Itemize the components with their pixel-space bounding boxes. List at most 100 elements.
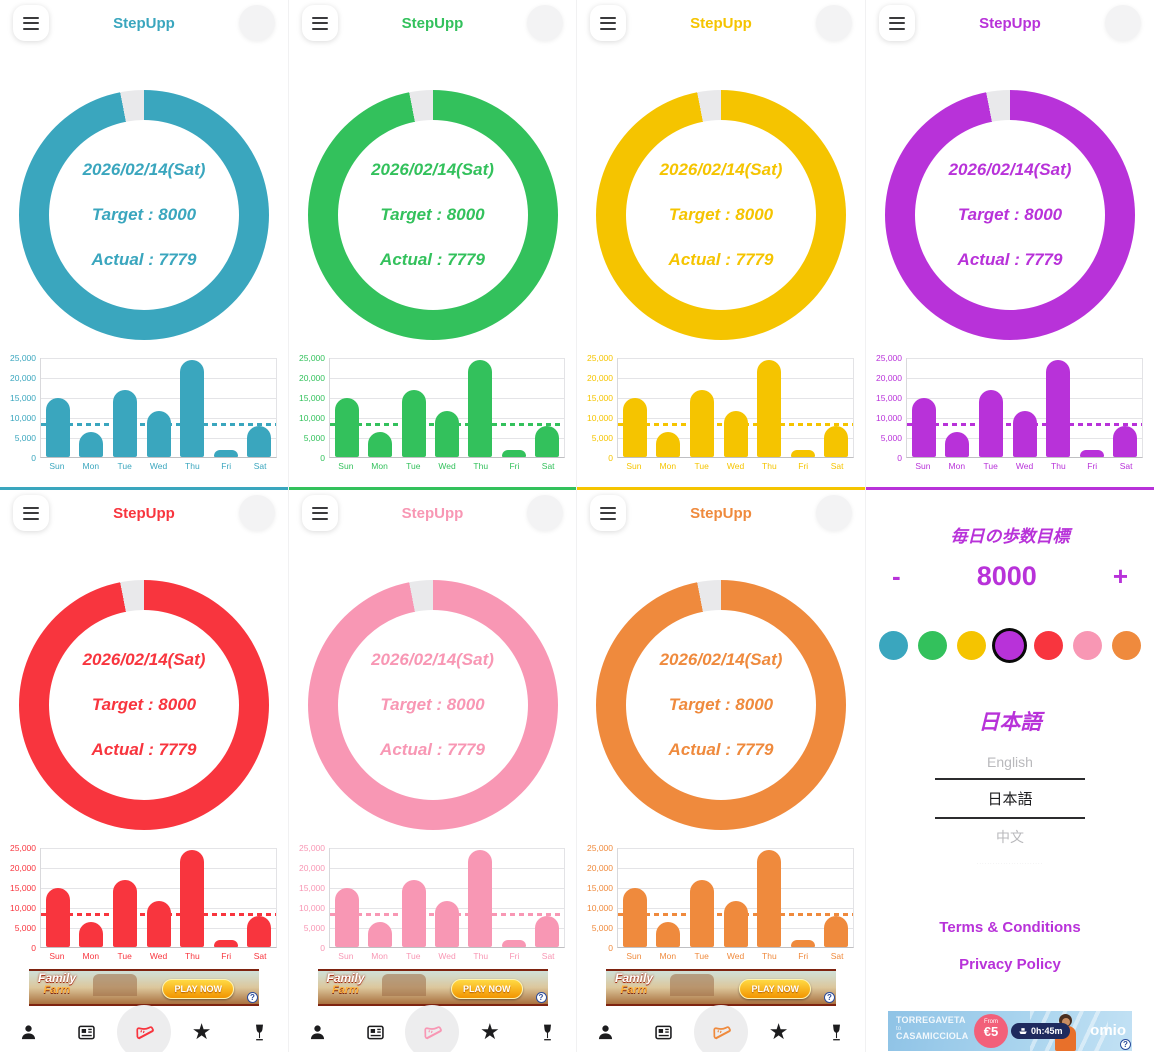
profile-button[interactable] — [815, 495, 852, 531]
language-option-japanese-selected[interactable]: 日本語 — [987, 791, 1033, 808]
bar-fri — [501, 940, 526, 947]
terms-link[interactable]: Terms & Conditions — [939, 919, 1081, 936]
y-tick: 5,000 — [880, 433, 902, 443]
app-header: StepUpp — [0, 0, 288, 46]
x-axis-labels: Sun Mon Tue Wed Thu Fri Sat — [40, 951, 277, 961]
profile-button[interactable] — [238, 495, 275, 531]
increase-goal-button[interactable]: + — [1112, 561, 1128, 591]
color-swatch-orange[interactable] — [1111, 631, 1141, 660]
privacy-link[interactable]: Privacy Policy — [959, 956, 1061, 973]
y-tick: 25,000 — [299, 353, 325, 363]
tab-news[interactable] — [355, 1012, 395, 1052]
tab-drinks[interactable] — [239, 1012, 279, 1052]
x-label: Sun — [626, 461, 642, 471]
ad-info-icon[interactable]: ? — [1120, 1039, 1131, 1050]
picker-divider — [935, 817, 1085, 819]
hamburger-menu-button[interactable] — [302, 495, 338, 531]
tab-news[interactable] — [66, 1012, 106, 1052]
bar-mon — [368, 432, 393, 457]
hamburger-menu-button[interactable] — [879, 5, 915, 41]
hamburger-menu-button[interactable] — [590, 495, 626, 531]
family-farm-ad-banner[interactable]: Family Farm Adventure PLAY NOW ? — [606, 969, 836, 1006]
y-tick: 25,000 — [10, 353, 36, 363]
ad-info-icon[interactable]: ? — [535, 992, 547, 1003]
tab-drinks[interactable] — [527, 1012, 567, 1052]
star-icon: ★ — [479, 1019, 500, 1044]
bar-fri — [501, 450, 526, 457]
color-swatch-green[interactable] — [917, 631, 947, 660]
y-tick: 20,000 — [587, 373, 613, 383]
x-axis-labels: Sun Mon Tue Wed Thu Fri Sat — [617, 951, 854, 961]
decrease-goal-button[interactable]: - — [892, 561, 901, 591]
weekly-steps-bar-chart: 25,000 20,000 15,000 10,000 5,000 0 Sun Mon Tue… — [872, 353, 1146, 476]
tab-profile[interactable] — [9, 1012, 49, 1052]
x-axis-labels: Sun Mon Tue Wed Thu Fri Sat — [329, 461, 565, 471]
hamburger-icon — [23, 506, 39, 509]
phone-panel-teal: StepUpp 2026/02/14(Sat) Target : 8000 Ac… — [0, 0, 288, 490]
color-swatch-red[interactable] — [1034, 631, 1064, 660]
profile-button[interactable] — [815, 5, 852, 41]
bar-sun — [622, 888, 647, 947]
tab-steps-active[interactable] — [693, 1005, 748, 1052]
x-label: Mon — [82, 951, 100, 961]
hamburger-menu-button[interactable] — [13, 495, 49, 531]
app-title: StepUpp — [690, 14, 752, 32]
x-label: Fri — [798, 461, 809, 471]
family-farm-ad-banner[interactable]: Family Farm Adventure PLAY NOW ? — [317, 969, 548, 1006]
tab-favorites[interactable]: ★ — [470, 1012, 510, 1052]
color-swatch-teal[interactable] — [879, 631, 908, 660]
hamburger-icon — [600, 16, 616, 19]
ad-info-icon[interactable]: ? — [824, 992, 835, 1003]
profile-button[interactable] — [526, 495, 563, 531]
tab-favorites[interactable]: ★ — [759, 1012, 799, 1052]
color-swatch-yellow[interactable] — [956, 631, 986, 660]
y-tick: 25,000 — [876, 353, 902, 363]
tab-steps-active[interactable] — [116, 1005, 171, 1052]
hamburger-menu-button[interactable] — [13, 5, 49, 41]
bottom-tab-bar: ★ — [289, 1005, 576, 1052]
x-axis-labels: Sun Mon Tue Wed Thu Fri Sat — [329, 951, 565, 961]
bar-fri — [790, 940, 815, 947]
x-label: Wed — [726, 461, 745, 471]
date-label: 2026/02/14(Sat) — [948, 160, 1072, 179]
bar-sat — [824, 426, 849, 457]
profile-button[interactable] — [238, 5, 275, 41]
ad-info-icon[interactable]: ? — [247, 992, 258, 1003]
tab-profile[interactable] — [298, 1012, 338, 1052]
actual-label: Actual : 7779 — [91, 250, 197, 269]
color-swatch-pink[interactable] — [1073, 631, 1103, 660]
language-option-chinese[interactable]: 中文 — [996, 829, 1024, 845]
person-icon — [599, 1024, 613, 1039]
weekly-steps-bar-chart: 25,000 20,000 15,000 10,000 5,000 0 Sun Mon Tue… — [295, 353, 568, 476]
tab-profile[interactable] — [586, 1012, 626, 1052]
x-label: Thu — [762, 461, 777, 471]
x-label: Sun — [338, 951, 354, 961]
x-label: Sat — [830, 951, 844, 961]
profile-button[interactable] — [526, 5, 563, 41]
bar-wed — [434, 901, 459, 947]
y-tick: 0 — [31, 943, 36, 953]
family-farm-ad-banner[interactable]: Family Farm Adventure PLAY NOW ? — [29, 969, 259, 1006]
x-label: Fri — [221, 461, 232, 471]
tab-favorites[interactable]: ★ — [182, 1012, 222, 1052]
app-header: StepUpp — [577, 0, 865, 46]
tab-steps-active[interactable] — [405, 1005, 460, 1052]
bars — [41, 358, 276, 457]
hamburger-menu-button[interactable] — [302, 5, 338, 41]
hamburger-menu-button[interactable] — [590, 5, 626, 41]
tab-news[interactable] — [643, 1012, 683, 1052]
profile-button[interactable] — [1104, 5, 1141, 41]
y-tick: 0 — [31, 453, 36, 463]
play-now-button[interactable]: PLAY NOW — [162, 979, 234, 999]
phone-panel-magenta: StepUpp 2026/02/14(Sat) Target : 8000 Ac… — [865, 0, 1154, 490]
tab-drinks[interactable] — [816, 1012, 856, 1052]
play-now-button[interactable]: PLAY NOW — [450, 979, 523, 999]
color-swatch-magenta[interactable] — [995, 631, 1025, 660]
target-dashed-line — [41, 423, 276, 426]
play-now-button[interactable]: PLAY NOW — [739, 979, 811, 999]
language-option-english[interactable]: English — [987, 754, 1033, 770]
x-axis-labels: Sun Mon Tue Wed Thu Fri Sat — [40, 461, 277, 471]
x-label: Fri — [798, 951, 809, 961]
omio-ad-banner[interactable]: TORREGAVETA to CASAMICCIOLA From €5 0h:4… — [888, 1011, 1132, 1051]
x-label: Tue — [406, 951, 421, 961]
